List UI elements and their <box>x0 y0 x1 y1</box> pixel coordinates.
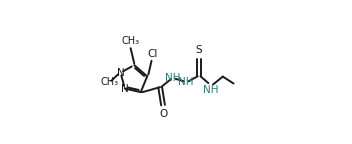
Text: NH: NH <box>203 85 218 95</box>
Text: CH₃: CH₃ <box>101 77 119 87</box>
Text: NH: NH <box>165 73 181 83</box>
Text: NH: NH <box>178 77 194 87</box>
Text: S: S <box>196 46 202 55</box>
Text: N: N <box>121 84 129 94</box>
Text: CH₃: CH₃ <box>121 36 140 46</box>
Text: Cl: Cl <box>148 49 158 59</box>
Text: O: O <box>159 109 167 119</box>
Text: N: N <box>117 68 125 78</box>
